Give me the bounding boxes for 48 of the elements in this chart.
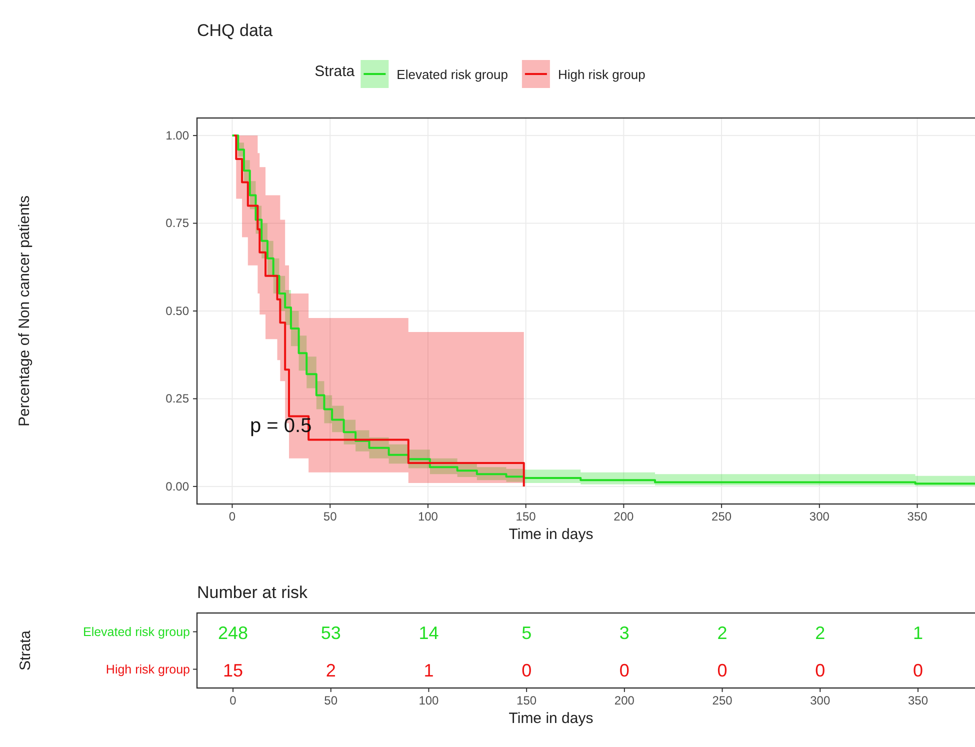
x-tick-label: 350 — [907, 510, 928, 524]
y-tick-label: Elevated risk group — [82, 624, 190, 639]
data-label: 1 — [912, 622, 924, 643]
x-axis-title: Time in days — [508, 710, 594, 727]
y-axis-title: Percentage of Non cancer patients — [16, 196, 33, 426]
chart-title: Number at risk — [197, 583, 308, 602]
x-tick-label: 200 — [614, 694, 635, 708]
data-label: 0 — [717, 660, 728, 680]
data-label: 14 — [418, 622, 439, 643]
x-tick-label: 300 — [809, 510, 830, 524]
data-label: 0 — [912, 660, 924, 680]
legend-title: Strata — [314, 63, 356, 80]
x-tick-label: 100 — [418, 510, 438, 524]
legend-label: Elevated risk group — [396, 67, 508, 82]
x-tick-label: 100 — [418, 694, 440, 708]
x-tick-label: 50 — [324, 694, 338, 708]
data-label: 3 — [619, 622, 630, 643]
data-label: 0 — [619, 660, 630, 680]
y-tick-label: 0.25 — [166, 392, 190, 406]
x-tick-label: 250 — [712, 510, 732, 524]
data-label: 0 — [815, 660, 826, 680]
x-tick-label: 150 — [516, 694, 537, 708]
chart-title: CHQ data — [197, 21, 274, 40]
data-label: 2 — [717, 622, 728, 643]
x-tick-label: 150 — [516, 510, 536, 524]
data-label: 1 — [424, 660, 434, 680]
data-label: 2 — [326, 660, 336, 680]
y-tick-label: 1.00 — [166, 128, 190, 142]
data-label: 5 — [522, 622, 532, 643]
x-tick-label: 300 — [810, 694, 830, 708]
data-label: 53 — [320, 622, 341, 643]
y-tick-label: 0.50 — [166, 304, 190, 318]
x-tick-label: 200 — [614, 510, 634, 524]
x-tick-label: 350 — [908, 694, 928, 708]
y-axis-title: Strata — [17, 630, 34, 671]
y-tick-label: 0.75 — [166, 216, 190, 230]
x-tick-label: 0 — [228, 510, 236, 524]
legend-label: High risk group — [558, 67, 646, 82]
x-axis-title: Time in days — [508, 526, 594, 543]
y-tick-label: 0.00 — [166, 479, 190, 494]
x-tick-label: 50 — [323, 510, 338, 524]
y-tick-label: High risk group — [106, 662, 190, 676]
data-label: 248 — [218, 622, 248, 643]
data-label: 15 — [222, 660, 244, 680]
x-tick-label: 250 — [712, 694, 733, 708]
data-label: 2 — [815, 622, 826, 643]
x-tick-label: 0 — [230, 694, 237, 708]
data-label: 0 — [522, 660, 532, 680]
